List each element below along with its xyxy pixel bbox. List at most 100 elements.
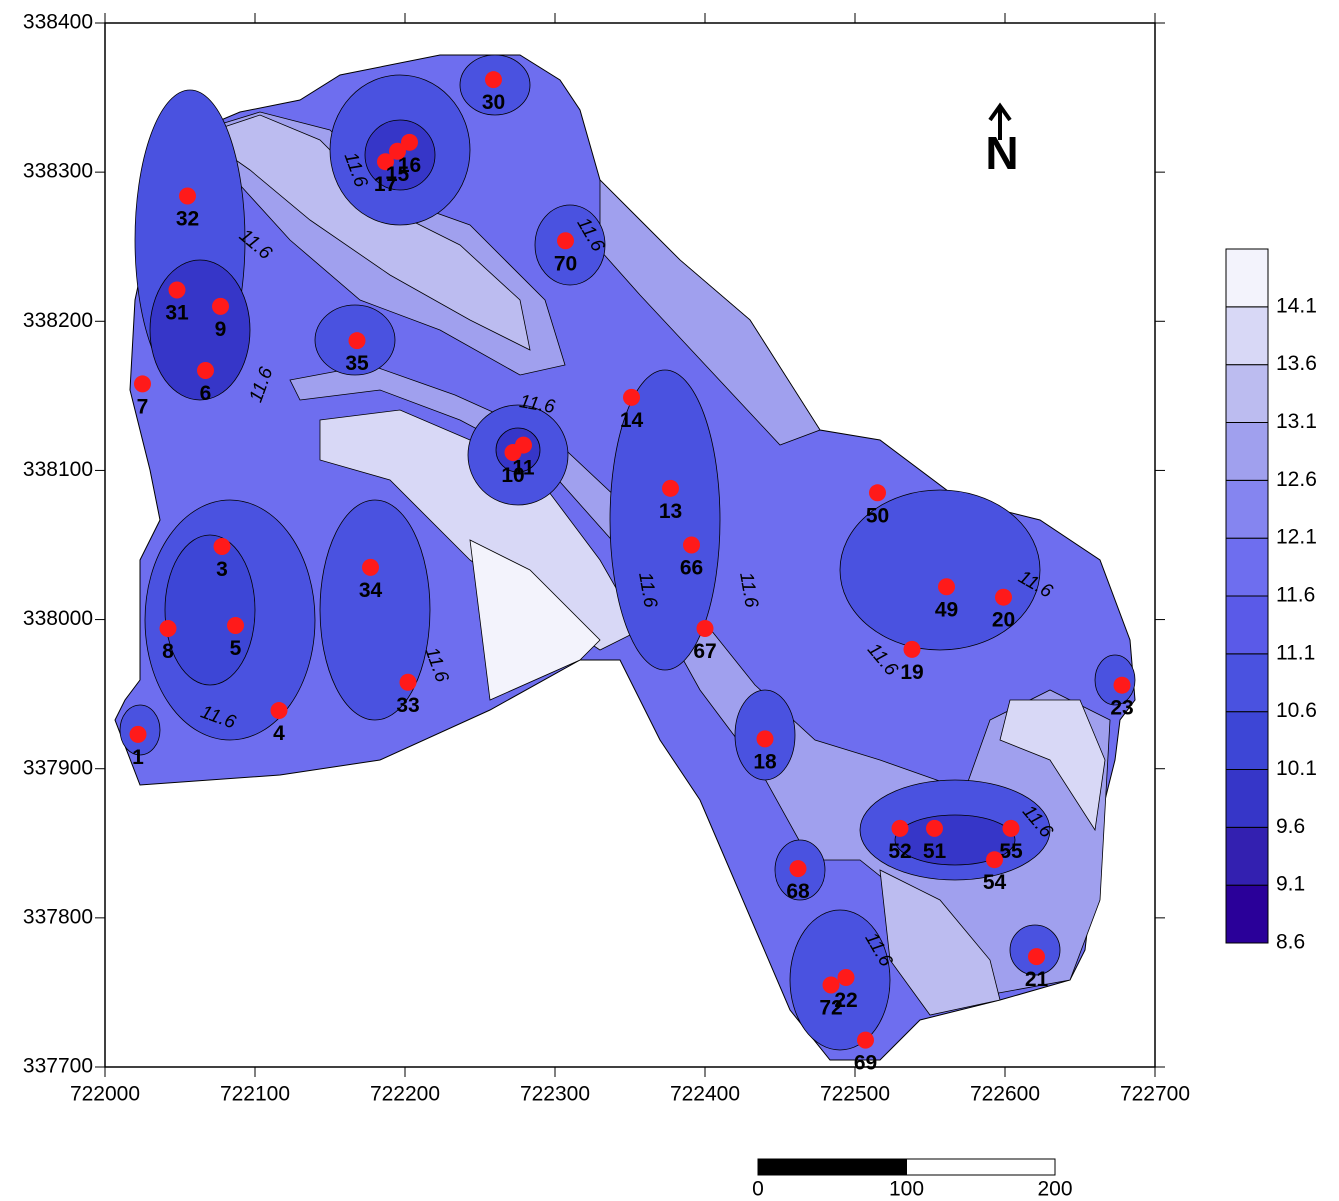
point-label: 14 xyxy=(620,409,644,432)
point-label: 30 xyxy=(482,91,505,114)
sample-point xyxy=(892,820,909,837)
point-label: 9 xyxy=(215,318,227,341)
colorbar-band xyxy=(1226,885,1268,943)
sample-point xyxy=(169,281,186,298)
y-tick-label: 337900 xyxy=(23,756,93,779)
point-label: 33 xyxy=(396,694,419,717)
point-label: 4 xyxy=(273,722,285,745)
point-label: 21 xyxy=(1025,968,1049,991)
x-tick-label: 722700 xyxy=(1120,1083,1190,1106)
sample-point xyxy=(557,232,574,249)
y-tick-label: 338300 xyxy=(23,160,93,183)
colorbar-label: 9.6 xyxy=(1276,815,1305,838)
sample-point xyxy=(197,362,214,379)
point-label: 20 xyxy=(992,609,1015,632)
colorbar-label: 12.6 xyxy=(1276,468,1317,491)
sample-point xyxy=(857,1032,874,1049)
colorbar-band xyxy=(1226,538,1268,596)
point-label: 3 xyxy=(216,558,228,581)
point-label: 8 xyxy=(162,640,174,663)
y-tick-label: 338100 xyxy=(23,458,93,481)
y-tick-label: 337700 xyxy=(23,1055,93,1078)
point-label: 67 xyxy=(693,640,716,663)
y-tick-label: 338000 xyxy=(23,607,93,630)
y-tick-label: 338200 xyxy=(23,309,93,332)
point-label: 23 xyxy=(1110,697,1133,720)
colorbar-label: 14.1 xyxy=(1276,294,1317,317)
point-label: 15 xyxy=(386,163,410,186)
point-label: 18 xyxy=(753,750,777,773)
point-label: 68 xyxy=(786,880,810,903)
scale-segment xyxy=(758,1159,907,1175)
colorbar-band xyxy=(1226,307,1268,365)
x-tick-label: 722600 xyxy=(970,1083,1040,1106)
colorbar-label: 10.6 xyxy=(1276,699,1317,722)
point-label: 7 xyxy=(137,395,149,418)
point-label: 1 xyxy=(132,746,144,769)
colorbar-band xyxy=(1226,596,1268,654)
x-tick-label: 722500 xyxy=(820,1083,890,1106)
x-tick-label: 722000 xyxy=(70,1083,140,1106)
point-label: 50 xyxy=(866,504,889,527)
x-tick-label: 722300 xyxy=(520,1083,590,1106)
colorbar-label: 8.6 xyxy=(1276,931,1305,954)
sample-point xyxy=(130,726,147,743)
colorbar-label: 12.1 xyxy=(1276,526,1317,549)
scale-label: 0 xyxy=(752,1178,764,1201)
sample-point xyxy=(1003,820,1020,837)
x-tick-label: 722200 xyxy=(370,1083,440,1106)
point-label: 22 xyxy=(834,989,857,1012)
sample-point xyxy=(389,143,406,160)
y-tick-label: 337800 xyxy=(23,905,93,928)
contour-fills xyxy=(115,55,1135,1060)
point-label: 13 xyxy=(659,500,682,523)
sample-point xyxy=(904,641,921,658)
sample-point xyxy=(683,537,700,554)
scale-label: 200 xyxy=(1037,1178,1072,1201)
point-label: 66 xyxy=(680,557,703,580)
sample-point xyxy=(926,820,943,837)
sample-point xyxy=(697,620,714,637)
point-label: 6 xyxy=(200,382,212,405)
colorbar-band xyxy=(1226,423,1268,481)
point-label: 31 xyxy=(165,302,189,325)
contour-low xyxy=(165,535,255,685)
sample-point xyxy=(271,702,288,719)
sample-point xyxy=(485,71,502,88)
north-label: N xyxy=(985,127,1018,179)
colorbar-band xyxy=(1226,365,1268,423)
x-tick-label: 722100 xyxy=(220,1083,290,1106)
point-label: 35 xyxy=(345,352,369,375)
sample-point xyxy=(160,620,177,637)
sample-point xyxy=(1028,948,1045,965)
point-label: 49 xyxy=(935,598,958,621)
point-label: 52 xyxy=(888,840,911,863)
colorbar-band xyxy=(1226,654,1268,712)
sample-point xyxy=(214,538,231,555)
point-label: 11 xyxy=(512,457,535,480)
sample-point xyxy=(995,589,1012,606)
point-label: 51 xyxy=(923,840,947,863)
sample-point xyxy=(134,375,151,392)
colorbar-band xyxy=(1226,480,1268,538)
colorbar-band xyxy=(1226,249,1268,307)
sample-point xyxy=(179,188,196,205)
colorbar-label: 11.1 xyxy=(1276,641,1315,664)
sample-point xyxy=(986,851,1003,868)
x-tick-label: 722400 xyxy=(670,1083,740,1106)
point-label: 69 xyxy=(854,1052,877,1075)
point-label: 32 xyxy=(176,208,199,231)
point-label: 54 xyxy=(983,871,1007,894)
colorbar-band xyxy=(1226,770,1268,828)
contour-low xyxy=(150,260,250,400)
sample-point xyxy=(212,298,229,315)
point-label: 34 xyxy=(359,579,383,602)
sample-point xyxy=(623,389,640,406)
sample-point xyxy=(938,578,955,595)
sample-point xyxy=(869,484,886,501)
sample-point xyxy=(662,480,679,497)
colorbar-label: 13.6 xyxy=(1276,352,1317,375)
sample-point xyxy=(757,730,774,747)
colorbar-label: 10.1 xyxy=(1276,757,1317,780)
sample-point xyxy=(362,559,379,576)
